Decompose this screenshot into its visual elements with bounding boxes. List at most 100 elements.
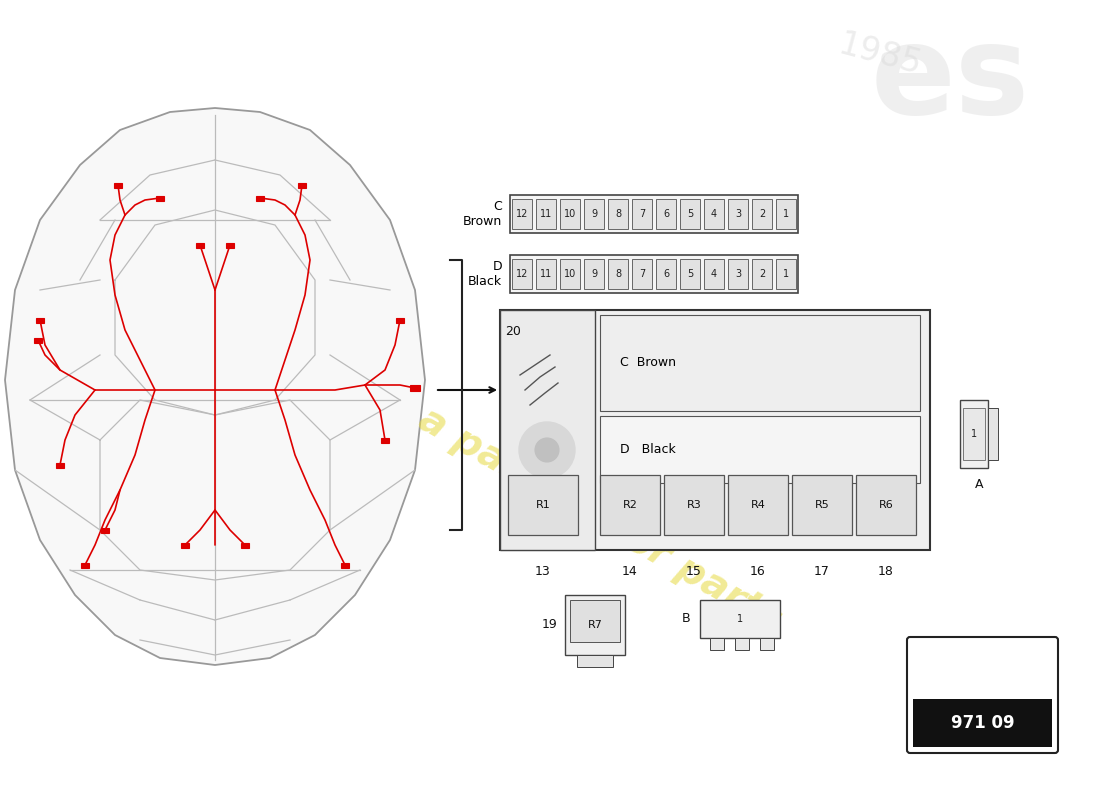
Bar xyxy=(114,182,122,187)
Bar xyxy=(512,199,532,229)
Bar xyxy=(632,199,652,229)
Text: 4: 4 xyxy=(711,209,717,219)
Text: R5: R5 xyxy=(815,500,829,510)
Text: 1: 1 xyxy=(783,209,789,219)
Text: R4: R4 xyxy=(750,500,766,510)
Text: 9: 9 xyxy=(591,209,597,219)
Bar xyxy=(728,475,788,535)
Text: 11: 11 xyxy=(540,209,552,219)
Bar xyxy=(410,385,420,391)
Bar xyxy=(735,638,749,650)
Text: 9: 9 xyxy=(591,269,597,279)
Text: 7: 7 xyxy=(639,269,645,279)
Text: 10: 10 xyxy=(564,269,576,279)
Bar xyxy=(500,310,595,550)
Text: 1: 1 xyxy=(737,614,744,624)
Text: 13: 13 xyxy=(535,565,551,578)
Text: 19: 19 xyxy=(541,618,557,631)
Text: 1: 1 xyxy=(971,429,977,439)
Bar xyxy=(510,195,798,233)
Bar xyxy=(241,542,249,547)
Text: 16: 16 xyxy=(750,565,766,578)
Bar xyxy=(381,438,389,442)
Text: B: B xyxy=(681,613,690,626)
Bar xyxy=(600,416,920,483)
Bar xyxy=(560,199,580,229)
Bar xyxy=(36,318,44,322)
Bar xyxy=(664,475,724,535)
Bar xyxy=(792,475,852,535)
Text: C
Brown: C Brown xyxy=(463,200,502,228)
Bar xyxy=(704,259,724,289)
Bar xyxy=(728,259,748,289)
Bar xyxy=(600,315,920,411)
Text: R6: R6 xyxy=(879,500,893,510)
Text: R1: R1 xyxy=(536,500,550,510)
Bar xyxy=(680,259,700,289)
Text: 3: 3 xyxy=(735,269,741,279)
FancyBboxPatch shape xyxy=(908,637,1058,753)
Bar xyxy=(656,199,676,229)
Bar xyxy=(680,199,700,229)
Text: R7: R7 xyxy=(587,620,603,630)
Bar xyxy=(962,408,984,460)
Circle shape xyxy=(535,438,559,462)
Text: 1985: 1985 xyxy=(835,28,925,82)
Text: es: es xyxy=(870,19,1030,141)
Bar xyxy=(512,259,532,289)
Text: 18: 18 xyxy=(878,565,894,578)
Text: 11: 11 xyxy=(540,269,552,279)
Bar xyxy=(536,259,556,289)
Text: D   Black: D Black xyxy=(620,443,675,456)
Bar xyxy=(156,195,164,201)
Text: R2: R2 xyxy=(623,500,637,510)
Bar xyxy=(752,199,772,229)
Bar xyxy=(632,259,652,289)
Bar xyxy=(728,199,748,229)
Text: 971 09: 971 09 xyxy=(950,714,1014,732)
Bar xyxy=(56,462,64,467)
Text: R3: R3 xyxy=(686,500,702,510)
Text: D
Black: D Black xyxy=(468,260,502,288)
Text: 8: 8 xyxy=(615,269,622,279)
Bar xyxy=(101,527,109,533)
Bar xyxy=(226,242,234,247)
Bar xyxy=(396,318,404,322)
Bar xyxy=(760,638,774,650)
Bar xyxy=(856,475,916,535)
Bar xyxy=(600,475,660,535)
Text: 20: 20 xyxy=(505,325,521,338)
Text: A: A xyxy=(975,478,983,491)
Text: 7: 7 xyxy=(639,209,645,219)
Bar xyxy=(500,310,930,550)
Text: 12: 12 xyxy=(516,209,528,219)
Text: 10: 10 xyxy=(564,209,576,219)
Text: 2: 2 xyxy=(759,209,766,219)
Text: 1: 1 xyxy=(783,269,789,279)
Bar xyxy=(560,259,580,289)
Bar xyxy=(182,542,189,547)
Bar xyxy=(510,255,798,293)
Bar xyxy=(584,259,604,289)
Bar xyxy=(570,600,620,642)
Text: 6: 6 xyxy=(663,209,669,219)
Bar xyxy=(960,400,988,468)
Bar xyxy=(565,595,625,655)
Text: 15: 15 xyxy=(686,565,702,578)
Bar xyxy=(578,655,613,667)
Text: 6: 6 xyxy=(663,269,669,279)
Bar xyxy=(752,259,772,289)
Bar xyxy=(81,562,89,567)
Bar xyxy=(776,259,796,289)
Bar xyxy=(704,199,724,229)
Bar xyxy=(988,408,998,460)
Text: C  Brown: C Brown xyxy=(620,357,676,370)
Text: 2: 2 xyxy=(759,269,766,279)
Bar xyxy=(608,259,628,289)
Bar xyxy=(196,242,204,247)
Bar xyxy=(298,182,306,187)
Bar xyxy=(341,562,349,567)
Bar xyxy=(710,638,724,650)
Bar xyxy=(536,199,556,229)
Bar xyxy=(700,600,780,638)
